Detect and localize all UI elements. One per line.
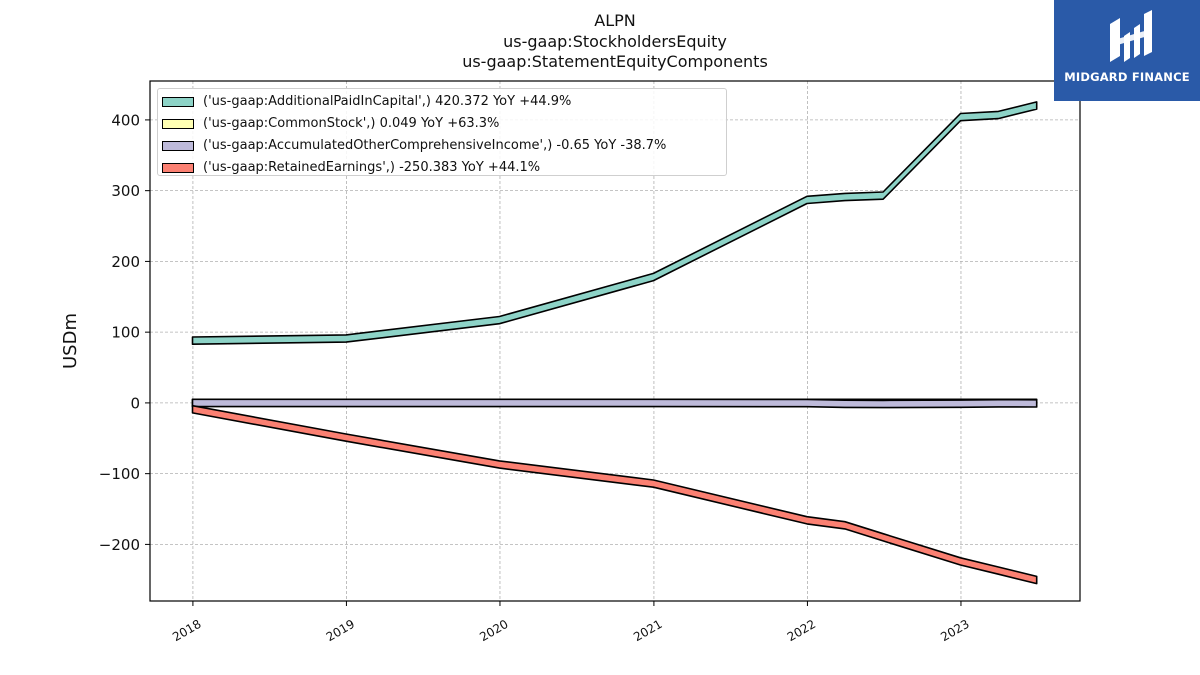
chart-legend: ('us-gaap:AdditionalPaidInCapital',) 420… — [157, 88, 727, 176]
x-tick-label: 2023 — [938, 617, 971, 644]
chart-title-concept: us-gaap:StockholdersEquity — [503, 32, 727, 51]
series-band-3 — [191, 404, 1038, 585]
x-tick-label: 2018 — [170, 617, 203, 644]
legend-label-common-stock: ('us-gaap:CommonStock',) 0.049 YoY +63.3… — [203, 116, 500, 131]
y-tick-label: 400 — [111, 111, 140, 129]
legend-item-common-stock: ('us-gaap:CommonStock',) 0.049 YoY +63.3… — [158, 114, 726, 136]
x-tick-label: 2022 — [785, 617, 818, 644]
x-tick-label: 2021 — [631, 617, 664, 644]
y-axis-label: USDm — [60, 313, 81, 369]
midgard-m-icon — [1110, 10, 1152, 62]
legend-item-apic: ('us-gaap:AdditionalPaidInCapital',) 420… — [158, 92, 726, 114]
x-tick-label: 2020 — [477, 617, 510, 644]
y-tick-label: 0 — [130, 394, 140, 412]
series-band-2 — [191, 398, 1038, 409]
legend-swatch-common-stock — [162, 119, 194, 129]
legend-label-aoci: ('us-gaap:AccumulatedOtherComprehensiveI… — [203, 138, 667, 153]
legend-swatch-apic — [162, 97, 194, 107]
legend-swatch-retained-earnings — [162, 163, 194, 173]
series-layer — [191, 101, 1038, 585]
y-tick-label: 300 — [111, 182, 140, 200]
y-tick-label: 100 — [111, 324, 140, 342]
legend-label-retained-earnings: ('us-gaap:RetainedEarnings',) -250.383 Y… — [203, 160, 541, 175]
series-band-0 — [191, 101, 1038, 345]
y-tick-label: 200 — [111, 253, 140, 271]
axes: −200 −100 0 100 200 300 400 2018 2019 2020 2021 202… — [99, 111, 972, 644]
y-tick-label: −200 — [99, 536, 140, 554]
midgard-finance-logo: MIDGARD FINANCE — [1054, 0, 1200, 101]
x-tick-label: 2019 — [324, 617, 357, 644]
chart-title-group: us-gaap:StatementEquityComponents — [462, 52, 768, 71]
chart-title-ticker: ALPN — [594, 11, 636, 30]
legend-swatch-aoci — [162, 141, 194, 151]
legend-item-retained-earnings: ('us-gaap:RetainedEarnings',) -250.383 Y… — [158, 158, 726, 180]
plot-frame — [149, 80, 1081, 602]
legend-item-aoci: ('us-gaap:AccumulatedOtherComprehensiveI… — [158, 136, 726, 158]
y-tick-label: −100 — [99, 465, 140, 483]
legend-label-apic: ('us-gaap:AdditionalPaidInCapital',) 420… — [203, 94, 572, 109]
logo-text: MIDGARD FINANCE — [1064, 70, 1190, 84]
